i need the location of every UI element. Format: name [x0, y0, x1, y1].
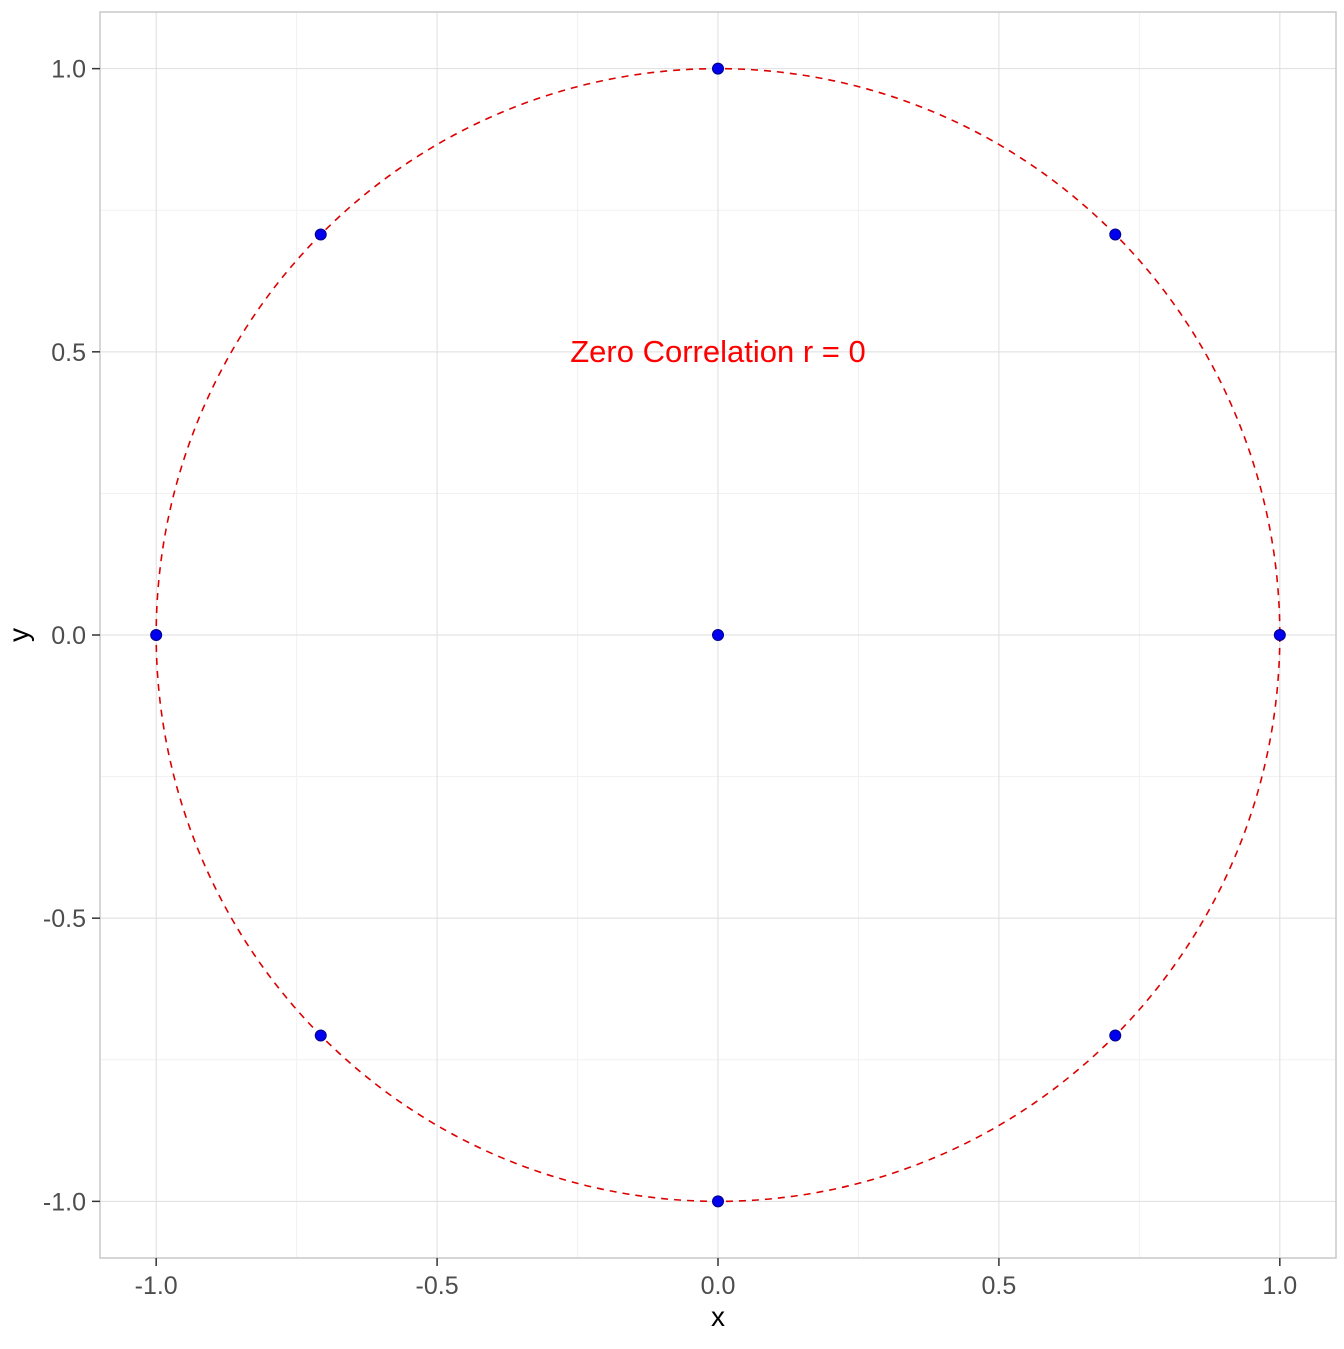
x-tick-label: 0.0: [701, 1272, 736, 1300]
data-point: [314, 1029, 327, 1042]
data-point: [712, 629, 724, 641]
data-point: [1109, 1029, 1122, 1042]
y-axis-tick-labels: -1.0 -0.5 0.0 0.5 1.0: [43, 56, 86, 1217]
x-tick-label: -0.5: [416, 1272, 459, 1300]
data-point: [314, 228, 327, 241]
data-point: [150, 629, 163, 641]
y-tick-label: -1.0: [43, 1188, 86, 1216]
data-point: [1273, 629, 1286, 641]
x-axis-tick-labels: -1.0 -0.5 0.0 0.5 1.0: [135, 1272, 1298, 1300]
y-axis-title: y: [3, 628, 34, 642]
data-point: [712, 62, 724, 75]
x-tick-label: -1.0: [135, 1272, 178, 1300]
data-point: [1109, 228, 1122, 241]
x-axis-title: x: [711, 1301, 725, 1332]
y-tick-label: -0.5: [43, 905, 86, 933]
axis-tick-marks: [92, 67, 1281, 1266]
y-tick-label: 1.0: [51, 56, 86, 84]
y-tick-label: 0.0: [51, 622, 86, 650]
y-tick-label: 0.5: [51, 339, 86, 367]
data-points: [150, 62, 1286, 1208]
data-point: [712, 1195, 724, 1208]
annotation-text: Zero Correlation r = 0: [570, 334, 865, 369]
x-tick-label: 1.0: [1262, 1272, 1297, 1300]
x-tick-label: 0.5: [982, 1272, 1017, 1300]
